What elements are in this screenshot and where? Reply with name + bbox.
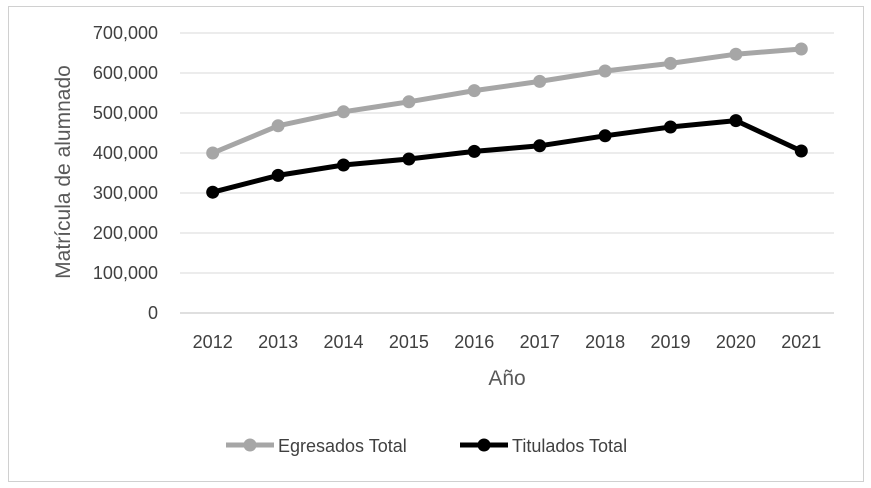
data-point <box>206 185 220 199</box>
x-tick-label: 2012 <box>193 332 233 352</box>
x-tick-label: 2014 <box>323 332 363 352</box>
chart-frame <box>8 6 864 482</box>
data-point <box>402 95 416 109</box>
data-point <box>598 64 612 78</box>
y-axis-ticks: 0 100,000 200,000 300,000 400,000 500,000 600,… <box>93 23 158 323</box>
data-point <box>664 56 677 70</box>
data-point <box>467 144 481 158</box>
data-point <box>337 105 350 119</box>
y-tick-label: 700,000 <box>93 23 158 43</box>
gridlines <box>180 32 834 314</box>
data-point <box>533 139 547 153</box>
x-tick-label: 2013 <box>258 332 298 352</box>
legend-swatch-marker <box>243 438 257 452</box>
y-tick-label: 400,000 <box>93 143 158 163</box>
series-lines <box>206 42 808 199</box>
y-tick-label: 600,000 <box>93 63 158 83</box>
data-point <box>794 144 808 158</box>
data-point <box>271 168 285 182</box>
series-line-1 <box>210 46 804 156</box>
x-tick-label: 2018 <box>585 332 625 352</box>
data-point <box>664 120 677 134</box>
data-point <box>794 42 808 56</box>
data-point <box>729 47 743 61</box>
data-point <box>533 74 547 88</box>
data-point <box>337 158 350 172</box>
x-tick-label: 2019 <box>650 332 690 352</box>
legend-swatch-marker <box>477 438 491 452</box>
y-axis-title: Matrícula de alumnado <box>52 65 75 279</box>
series-line-2 <box>210 118 804 195</box>
data-point <box>598 129 612 143</box>
y-tick-label: 500,000 <box>93 103 158 123</box>
data-point <box>271 119 285 133</box>
data-point <box>402 152 416 166</box>
x-tick-label: 2015 <box>389 332 429 352</box>
x-axis-ticks: 2012 2013 2014 2015 2016 2017 2018 2019 2020 2021 <box>193 332 822 352</box>
data-point <box>729 114 743 128</box>
y-tick-label: 200,000 <box>93 223 158 243</box>
y-tick-label: 100,000 <box>93 263 158 283</box>
y-tick-label: 0 <box>148 303 158 323</box>
legend-label: Titulados Total <box>512 436 627 456</box>
data-point <box>206 146 220 160</box>
x-tick-label: 2021 <box>781 332 821 352</box>
x-tick-label: 2016 <box>454 332 494 352</box>
data-point <box>467 84 481 98</box>
x-tick-label: 2020 <box>716 332 756 352</box>
x-axis-title: Año <box>488 367 525 390</box>
legend-label: Egresados Total <box>278 436 407 456</box>
x-tick-label: 2017 <box>520 332 560 352</box>
legend: Egresados Total Titulados Total <box>226 436 627 456</box>
y-tick-label: 300,000 <box>93 183 158 203</box>
